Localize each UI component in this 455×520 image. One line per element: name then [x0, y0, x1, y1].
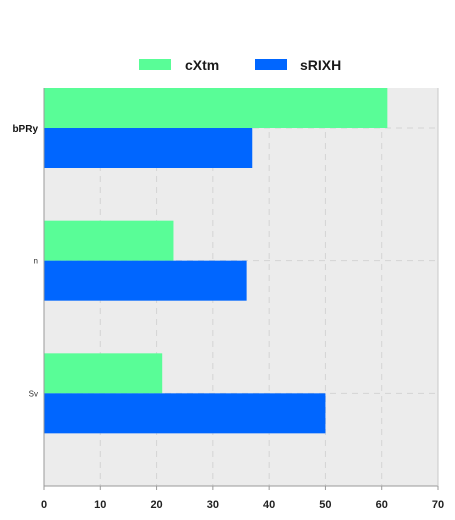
axes: bPRy n Sv 0 10 20 30 40 50 60 70	[12, 88, 444, 511]
category-label-n: n	[34, 257, 38, 266]
x-tick-label-60: 60	[376, 499, 388, 511]
x-tick-label-10: 10	[94, 499, 106, 511]
bar-srixh-bpry	[44, 128, 253, 168]
bar-cxtm-bpry	[44, 88, 388, 128]
legend-swatch-cxtm	[139, 59, 171, 70]
category-label-bpry: bPRy	[12, 124, 38, 135]
x-tick-label-0: 0	[41, 499, 47, 511]
legend: cXtm sRIXH	[139, 57, 341, 73]
x-tick-label-20: 20	[150, 499, 162, 511]
legend-swatch-srixh	[255, 59, 287, 70]
bars	[44, 88, 388, 434]
x-tick-label-40: 40	[263, 499, 275, 511]
bar-cxtm-n	[44, 220, 174, 261]
category-label-sv: Sv	[29, 389, 38, 398]
bar-srixh-n	[44, 260, 247, 301]
bar-srixh-sv	[44, 393, 326, 434]
legend-label-srixh: sRIXH	[300, 57, 341, 73]
x-tick-label-30: 30	[207, 499, 219, 511]
x-tick-label-50: 50	[319, 499, 331, 511]
x-tick-label-70: 70	[432, 499, 444, 511]
bar-cxtm-sv	[44, 353, 163, 394]
legend-label-cxtm: cXtm	[185, 57, 219, 73]
